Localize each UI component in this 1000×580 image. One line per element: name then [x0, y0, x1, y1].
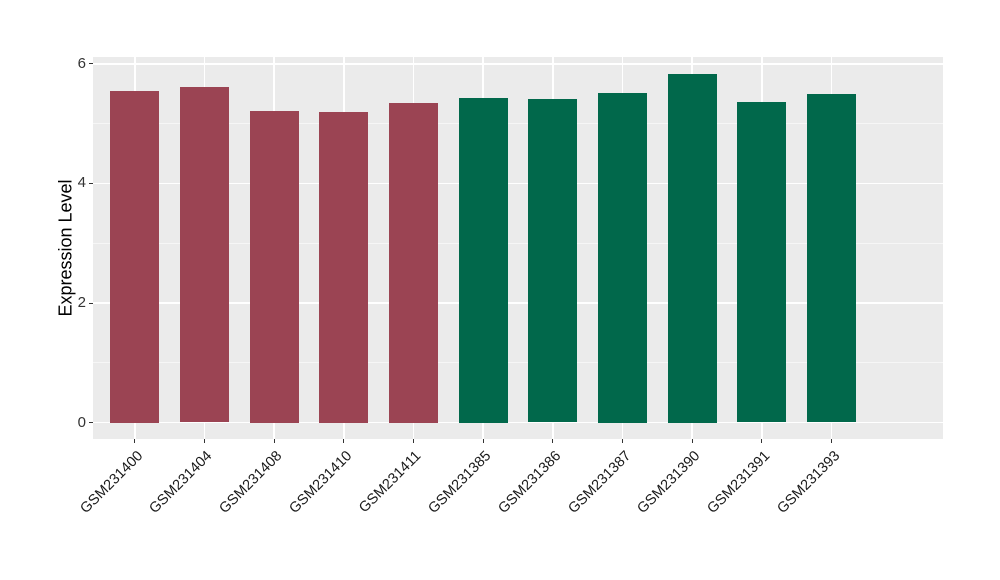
minor-gridline	[93, 242, 943, 244]
bar-GSM231391	[737, 101, 787, 423]
major-gridline	[93, 421, 943, 424]
x-tick-label: GSM231400	[77, 448, 147, 517]
y-tick-mark	[89, 63, 93, 65]
plot-panel	[93, 57, 943, 439]
major-gridline	[93, 182, 943, 185]
bar-GSM231411	[389, 102, 438, 423]
x-tick-mark	[134, 439, 136, 443]
y-tick-mark	[89, 302, 93, 304]
x-tick-mark	[482, 439, 484, 443]
y-tick-mark	[89, 422, 93, 423]
bar-GSM231387	[598, 93, 647, 423]
y-tick-label: 4	[77, 174, 86, 192]
bar-GSM231408	[249, 110, 299, 423]
x-tick-mark	[203, 439, 205, 443]
bar-GSM231393	[807, 94, 856, 423]
x-tick-mark	[831, 439, 833, 443]
major-gridline	[93, 302, 943, 304]
x-tick-mark	[412, 439, 414, 443]
y-tick-label: 2	[77, 294, 86, 311]
bar-GSM231400	[110, 90, 160, 423]
y-tick-label: 6	[77, 54, 86, 72]
minor-gridline	[93, 123, 943, 125]
bar-GSM231385	[458, 98, 508, 423]
major-gridline	[93, 63, 943, 65]
x-tick-mark	[761, 439, 763, 443]
bar-GSM231404	[180, 87, 229, 423]
bar-GSM231390	[667, 73, 717, 423]
bar-GSM231386	[528, 99, 578, 423]
bar-GSM231410	[319, 112, 369, 423]
x-tick-mark	[552, 439, 554, 443]
minor-gridline	[93, 362, 943, 364]
x-tick-mark	[273, 439, 275, 443]
x-tick-mark	[622, 439, 623, 443]
x-tick-mark	[343, 439, 345, 443]
y-tick-mark	[89, 182, 93, 184]
x-tick-mark	[691, 439, 693, 443]
y-tick-label: 0	[77, 413, 86, 431]
